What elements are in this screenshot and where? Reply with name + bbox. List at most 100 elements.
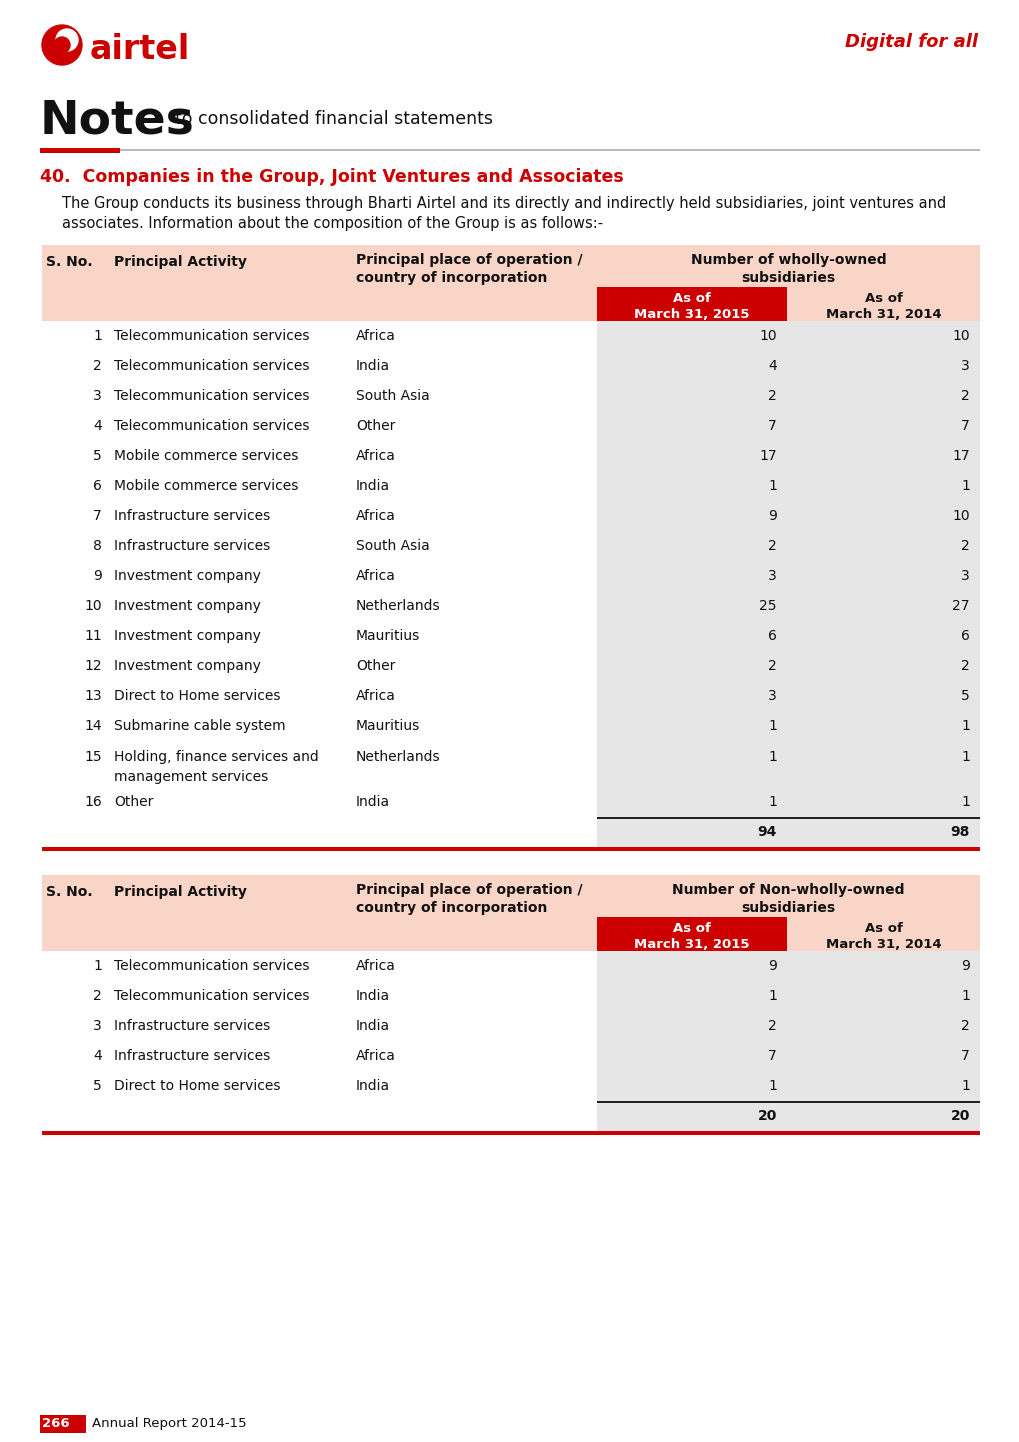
Circle shape [42,25,82,65]
Text: Submarine cable system: Submarine cable system [114,720,285,733]
Text: 9: 9 [93,570,102,583]
Text: S. No.: S. No. [46,885,93,898]
Bar [42,245,979,322]
Text: South Asia: South Asia [356,539,429,552]
Text: Other: Other [114,795,153,809]
Text: 1: 1 [767,750,776,764]
Text: 2: 2 [767,1019,776,1032]
Text: South Asia: South Asia [356,389,429,402]
Text: 1: 1 [93,329,102,343]
Text: Principal Activity: Principal Activity [114,885,247,898]
Text: Telecommunication services: Telecommunication services [114,389,309,402]
Text: 17: 17 [952,448,969,463]
Text: 1: 1 [960,750,969,764]
Text: As of
March 31, 2014: As of March 31, 2014 [824,291,941,322]
Bar [40,149,120,153]
Text: 1: 1 [767,1079,776,1093]
Bar [596,350,979,381]
Bar [42,875,979,952]
Text: 1: 1 [767,720,776,733]
Bar [42,1131,979,1135]
Text: S. No.: S. No. [46,255,93,270]
Bar [596,1102,979,1131]
Bar [42,472,979,500]
Text: associates. Information about the composition of the Group is as follows:-: associates. Information about the compos… [62,216,602,231]
Text: 5: 5 [93,1079,102,1093]
Text: 1: 1 [960,795,969,809]
Text: 1: 1 [960,1079,969,1093]
Bar [596,917,787,952]
Text: India: India [356,1019,389,1032]
Text: India: India [356,989,389,1004]
Bar [596,1071,979,1102]
Text: 25: 25 [759,598,776,613]
Text: 12: 12 [85,659,102,673]
Text: 2: 2 [767,539,776,552]
Text: 6: 6 [767,629,776,643]
Text: 7: 7 [960,1048,969,1063]
Text: 16: 16 [85,795,102,809]
Bar [596,1011,979,1041]
Text: 266: 266 [42,1417,69,1430]
Text: 20: 20 [950,1109,969,1123]
Text: Africa: Africa [356,689,395,704]
Bar [42,818,979,846]
Bar [42,787,979,818]
Text: 27: 27 [952,598,969,613]
Bar [787,287,979,322]
Text: 1: 1 [767,479,776,493]
Text: Principal Activity: Principal Activity [114,255,247,270]
Text: Mobile commerce services: Mobile commerce services [114,448,299,463]
Text: India: India [356,359,389,373]
Text: to consolidated financial statements: to consolidated financial statements [175,110,492,128]
Text: 1: 1 [960,989,969,1004]
Bar [596,322,979,350]
Text: 17: 17 [758,448,776,463]
Text: Principal place of operation /
country of incorporation: Principal place of operation / country o… [356,883,582,916]
Circle shape [54,37,70,53]
Bar [596,531,979,561]
Text: Telecommunication services: Telecommunication services [114,989,309,1004]
Bar [42,322,979,350]
Text: 3: 3 [960,570,969,583]
Text: 4: 4 [93,420,102,433]
Text: Africa: Africa [356,329,395,343]
Bar [596,411,979,441]
Text: 2: 2 [767,659,776,673]
Text: Direct to Home services: Direct to Home services [114,1079,280,1093]
Text: Telecommunication services: Telecommunication services [114,329,309,343]
Text: 1: 1 [767,795,776,809]
Text: 3: 3 [93,1019,102,1032]
Bar [40,1415,86,1433]
Text: Africa: Africa [356,959,395,973]
Bar [42,591,979,622]
Bar [596,472,979,500]
Text: As of
March 31, 2014: As of March 31, 2014 [824,921,941,952]
Bar [596,681,979,711]
Bar [42,681,979,711]
Text: Africa: Africa [356,570,395,583]
Bar [596,650,979,681]
Text: 11: 11 [85,629,102,643]
Bar [596,287,787,322]
Text: 20: 20 [757,1109,776,1123]
Text: 1: 1 [93,959,102,973]
Text: 10: 10 [952,329,969,343]
Bar [40,149,979,151]
Bar [596,1041,979,1071]
Circle shape [56,29,77,50]
Text: Infrastructure services: Infrastructure services [114,1019,270,1032]
Text: As of
March 31, 2015: As of March 31, 2015 [634,921,749,952]
Text: India: India [356,795,389,809]
Text: Number of wholly-owned
subsidiaries: Number of wholly-owned subsidiaries [690,252,886,286]
Text: 14: 14 [85,720,102,733]
Text: Telecommunication services: Telecommunication services [114,359,309,373]
Text: 2: 2 [93,989,102,1004]
Text: Africa: Africa [356,448,395,463]
Text: Infrastructure services: Infrastructure services [114,509,270,523]
Bar [596,1102,979,1103]
Text: 1: 1 [960,479,969,493]
Bar [42,952,979,981]
Text: 94: 94 [757,825,776,839]
Text: Mauritius: Mauritius [356,629,420,643]
